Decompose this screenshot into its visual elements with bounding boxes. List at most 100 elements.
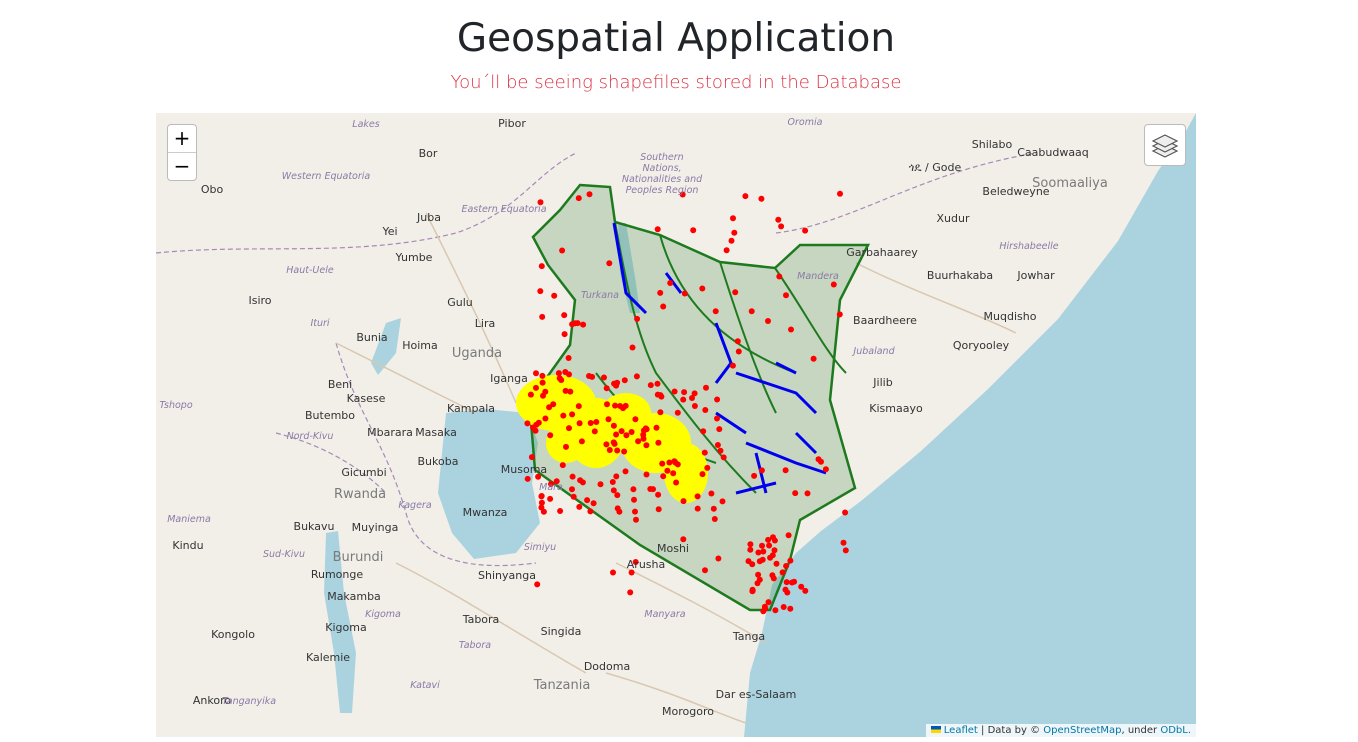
- red-point: [591, 428, 598, 435]
- zoom-in[interactable]: +: [168, 125, 196, 153]
- region-label: Ituri: [310, 318, 329, 329]
- red-point: [779, 569, 786, 576]
- red-point: [815, 456, 822, 463]
- blue-line: [664, 272, 683, 294]
- attribution: Leaflet | Data by © OpenStreetMap, under…: [925, 724, 1196, 737]
- red-point: [657, 289, 664, 296]
- city-label: Beledweyne: [982, 185, 1049, 198]
- red-point: [576, 503, 583, 510]
- red-point: [758, 467, 765, 474]
- red-point: [717, 447, 724, 454]
- red-point: [783, 579, 790, 586]
- city-label: Ankoro: [193, 694, 231, 707]
- red-point: [694, 493, 701, 500]
- city-label: Tabora: [462, 613, 500, 626]
- red-point: [728, 237, 735, 244]
- red-point: [681, 389, 688, 396]
- city-label: Bukavu: [294, 520, 335, 533]
- red-point: [759, 556, 766, 563]
- red-point: [614, 492, 621, 499]
- leaflet-link[interactable]: Leaflet: [943, 725, 978, 736]
- red-point: [729, 362, 736, 369]
- red-point: [837, 190, 843, 197]
- country-label: Uganda: [452, 346, 502, 361]
- red-point: [630, 486, 637, 493]
- layers-control[interactable]: [1144, 124, 1186, 166]
- borders: [156, 152, 1037, 567]
- red-point: [606, 260, 613, 267]
- red-point: [730, 215, 736, 222]
- red-point: [643, 442, 650, 449]
- city-label: Obo: [201, 183, 224, 196]
- osm-link[interactable]: OpenStreetMap: [1043, 725, 1122, 736]
- city-label: Kalemie: [306, 651, 350, 664]
- city-label: Moshi: [657, 542, 689, 555]
- red-point: [771, 537, 778, 544]
- region-label: Lakes: [352, 119, 379, 130]
- roads: [335, 212, 1017, 724]
- red-point: [533, 370, 539, 377]
- city-label: Yumbe: [395, 251, 433, 264]
- lake-albert: [371, 318, 401, 375]
- red-point: [539, 313, 546, 320]
- red-point: [565, 355, 572, 361]
- red-point: [534, 581, 541, 588]
- red-point: [562, 369, 569, 375]
- city-label: Makamba: [327, 590, 381, 603]
- region-label: Hirshabeelle: [999, 241, 1058, 252]
- red-point: [647, 486, 654, 492]
- place-labels: Uganda Rwanda Burundi Tanzania Soomaaliya Pib…: [159, 117, 1107, 718]
- red-point: [524, 475, 531, 482]
- red-point: [810, 355, 817, 362]
- lake-tanganyika: [324, 531, 356, 713]
- city-label: Gulu: [447, 296, 473, 309]
- red-point: [714, 396, 721, 403]
- red-point: [791, 578, 798, 585]
- red-point: [666, 459, 673, 466]
- red-point: [566, 425, 572, 432]
- region-label: Oromia: [788, 117, 823, 128]
- red-point: [653, 424, 660, 431]
- region-label: Simiyu: [524, 542, 556, 553]
- city-label: Bukoba: [418, 455, 459, 468]
- red-point: [747, 546, 754, 553]
- city-label: Beni: [328, 378, 352, 391]
- city-label: Kongolo: [211, 628, 255, 641]
- red-point: [680, 498, 687, 505]
- blue-line: [735, 371, 818, 415]
- zoom-out[interactable]: −: [173, 154, 191, 178]
- red-point: [783, 563, 790, 569]
- red-point: [660, 473, 667, 480]
- city-label: Qoryooley: [953, 339, 1010, 352]
- red-point: [560, 412, 567, 419]
- city-label: Jilib: [872, 376, 892, 389]
- red-point: [842, 509, 849, 516]
- red-point: [539, 379, 546, 386]
- red-point: [614, 379, 621, 386]
- red-point: [755, 571, 762, 578]
- red-point: [574, 320, 581, 327]
- red-point: [561, 312, 568, 319]
- blue-line: [745, 441, 827, 475]
- red-point: [715, 555, 722, 562]
- blue-line: [735, 481, 777, 495]
- city-label: Shinyanga: [478, 569, 536, 582]
- red-point: [593, 419, 600, 425]
- map[interactable]: Uganda Rwanda Burundi Tanzania Soomaaliya Pib…: [156, 113, 1196, 737]
- city-label: Kampala: [447, 402, 495, 415]
- red-point: [613, 431, 620, 438]
- region-label: Haut-Uele: [286, 265, 334, 276]
- red-point: [587, 508, 594, 515]
- red-point: [671, 388, 678, 395]
- red-point: [772, 607, 779, 614]
- odbl-link[interactable]: ODbL.: [1160, 725, 1191, 736]
- red-point: [758, 195, 765, 202]
- red-point: [614, 447, 621, 454]
- red-point: [747, 541, 754, 548]
- red-point: [621, 377, 628, 384]
- flag: [930, 726, 941, 733]
- red-point: [628, 569, 635, 576]
- red-point: [654, 226, 661, 233]
- country-label: Tanzania: [533, 678, 591, 693]
- red-point: [654, 380, 661, 387]
